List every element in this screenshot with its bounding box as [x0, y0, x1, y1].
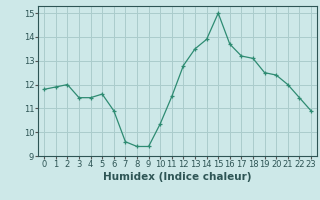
X-axis label: Humidex (Indice chaleur): Humidex (Indice chaleur): [103, 172, 252, 182]
